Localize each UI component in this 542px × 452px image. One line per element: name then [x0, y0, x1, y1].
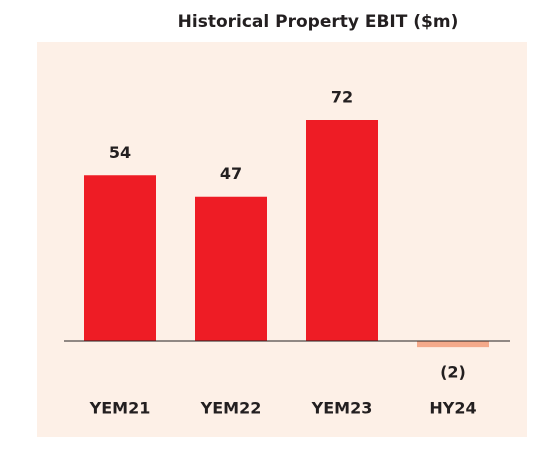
bar [195, 196, 267, 341]
bar [417, 341, 489, 348]
value-label: 54 [109, 143, 131, 162]
x-tick-label: YEM23 [311, 399, 373, 418]
x-tick-label: YEM22 [200, 399, 262, 418]
value-label: 47 [220, 164, 242, 183]
x-tick-label: YEM21 [89, 399, 151, 418]
value-label: 72 [331, 88, 353, 107]
value-label: (2) [440, 363, 466, 382]
x-tick-label: HY24 [429, 399, 476, 418]
chart-title: Historical Property EBIT ($m) [178, 12, 459, 32]
bar [306, 120, 378, 341]
bar [84, 175, 156, 341]
